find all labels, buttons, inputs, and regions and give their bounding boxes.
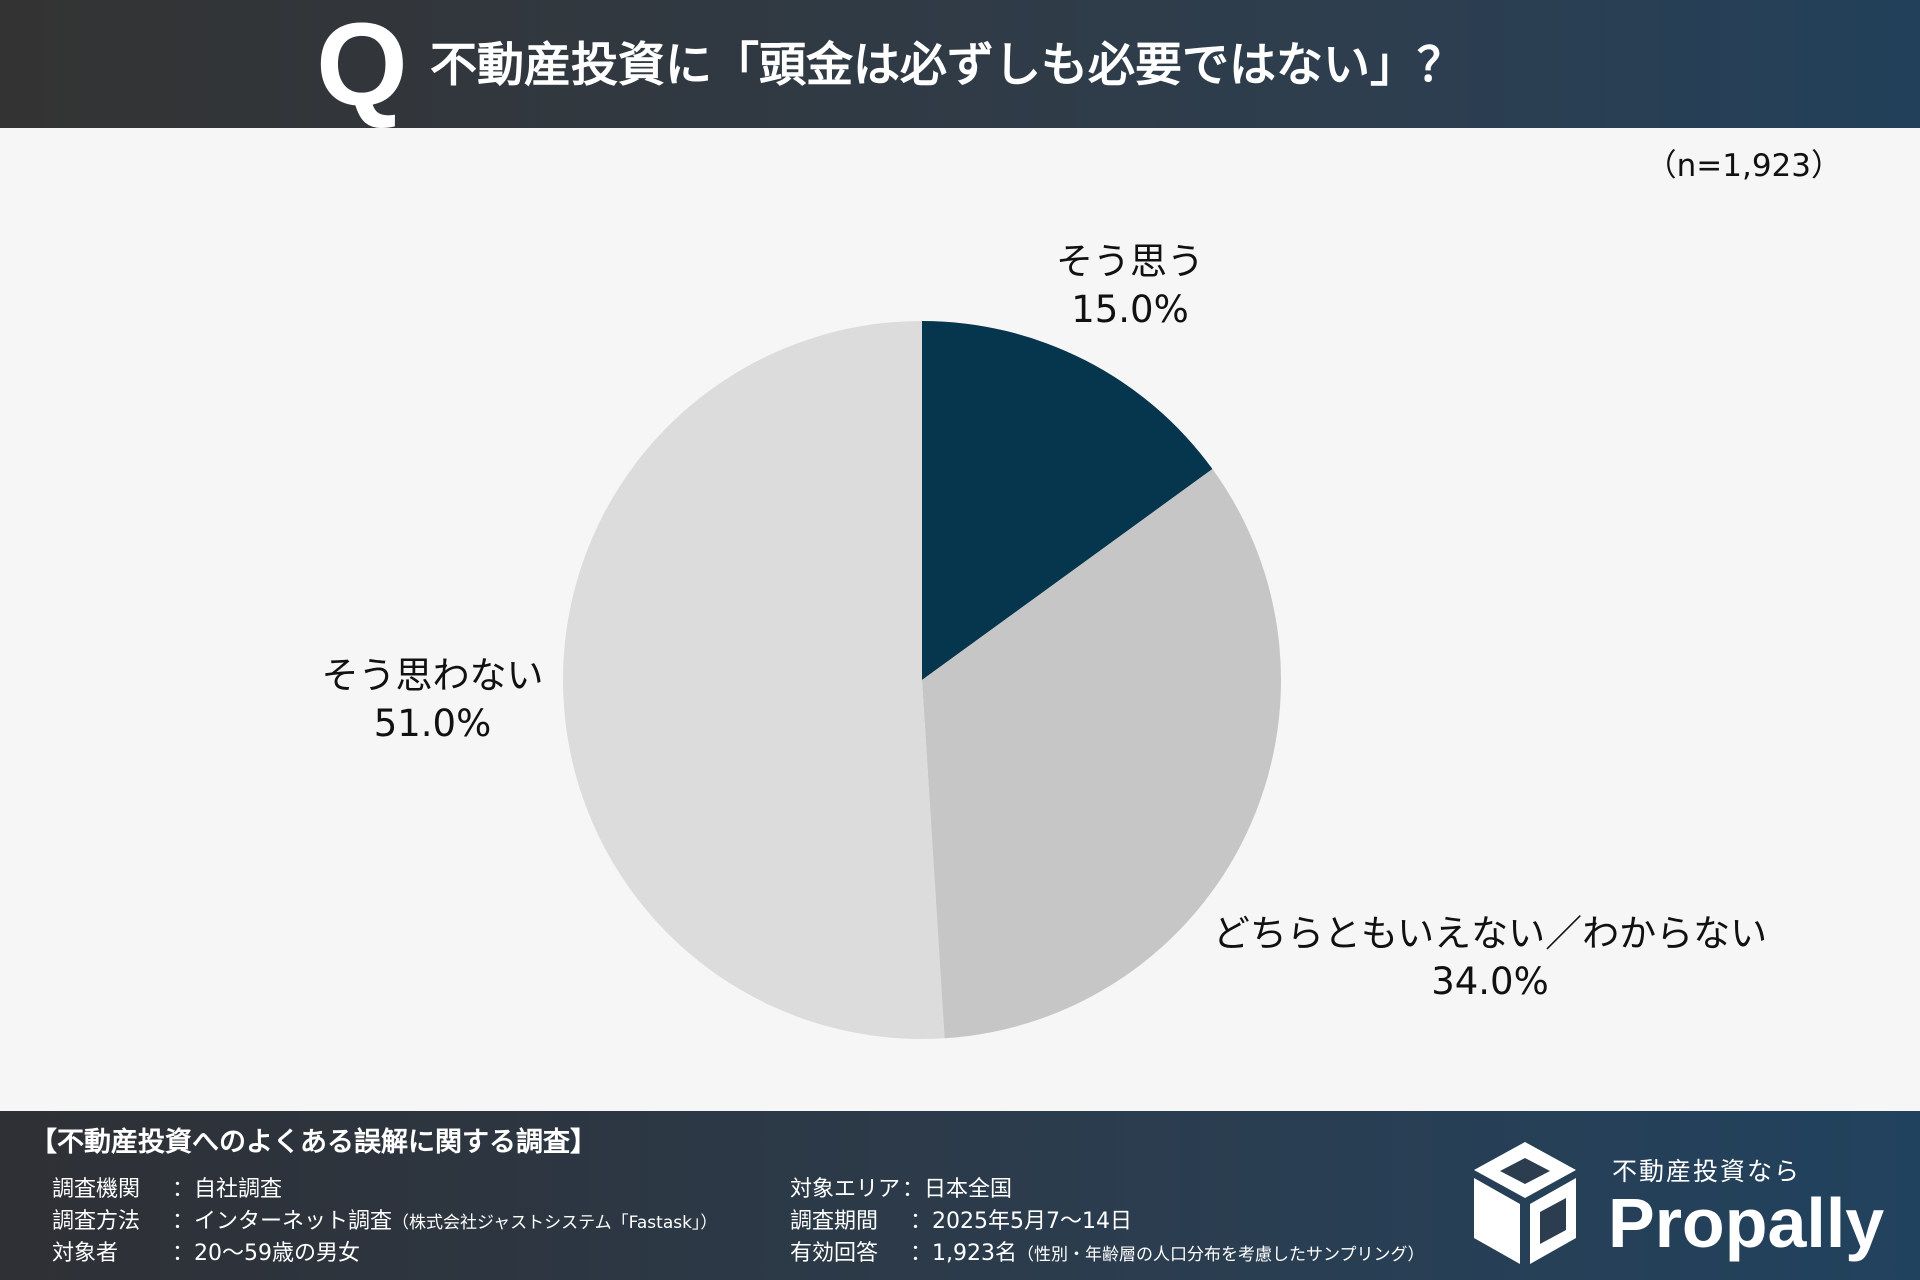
propally-logo-icon <box>1474 1142 1576 1264</box>
info-value: ：20〜59歳の男女 <box>172 1241 360 1266</box>
info-note: （性別・年齢層の人口分布を考慮したサンプリング） <box>1016 1245 1425 1265</box>
pie-slice-disagree <box>562 321 945 1039</box>
info-row-target: 対象者 ：20〜59歳の男女 <box>52 1239 360 1270</box>
slice-label-disagree: そう思わない 51.0% <box>300 652 565 748</box>
info-key: 調査方法 <box>52 1209 141 1234</box>
info-value: ：日本全国 <box>902 1177 1013 1202</box>
logo-tagline: 不動産投資なら <box>1612 1157 1802 1186</box>
info-note: （株式会社ジャストシステム「Fastask」） <box>392 1213 718 1233</box>
slice-label-neutral: どちらともいえない／わからない 34.0% <box>1200 910 1780 1006</box>
slice-value-neutral: 34.0% <box>1431 960 1549 1003</box>
info-row-agency: 調査機関 ：自社調査 <box>52 1175 282 1206</box>
info-key: 調査期間 <box>790 1209 879 1234</box>
info-key: 有効回答 <box>790 1241 879 1266</box>
slice-label-agree: そう思う 15.0% <box>1030 238 1230 334</box>
pie-slice-agree <box>922 321 1213 680</box>
footer-panel: 【不動産投資へのよくある誤解に関する調査】 調査機関 ：自社調査 調査方法 ：インタ… <box>0 1111 1920 1280</box>
header-banner: Q 不動産投資に「頭金は必ずしも必要ではない」？ <box>0 0 1920 128</box>
info-value: ：インターネット調査 <box>172 1209 393 1234</box>
info-row-area: 対象エリア：日本全国 <box>790 1175 1012 1206</box>
info-key: 調査機関 <box>52 1177 141 1202</box>
slice-category-neutral: どちらともいえない／わからない <box>1212 912 1768 955</box>
survey-title: 【不動産投資へのよくある誤解に関する調査】 <box>30 1127 597 1158</box>
info-value: ：1,923名 <box>910 1241 1017 1266</box>
sample-size: （n=1,923） <box>1645 148 1842 184</box>
slice-value-disagree: 51.0% <box>373 702 492 745</box>
slice-category-agree: そう思う <box>1056 240 1204 283</box>
slice-value-agree: 15.0% <box>1071 288 1189 331</box>
info-value: ：2025年5月7〜14日 <box>910 1209 1132 1234</box>
slice-category-disagree: そう思わない <box>321 654 544 697</box>
q-mark: Q <box>316 0 408 131</box>
info-key: 対象者 <box>52 1241 119 1266</box>
pie-slice-neutral <box>922 468 1281 1039</box>
question-title: 不動産投資に「頭金は必ずしも必要ではない」？ <box>430 38 1464 93</box>
logo-name: Propally <box>1608 1184 1885 1262</box>
info-row-responses: 有効回答 ：1,923名（性別・年齢層の人口分布を考慮したサンプリング） <box>790 1239 1424 1270</box>
info-row-period: 調査期間 ：2025年5月7〜14日 <box>790 1207 1132 1238</box>
info-key: 対象エリア <box>790 1177 901 1202</box>
info-value: ：自社調査 <box>172 1177 283 1202</box>
info-row-method: 調査方法 ：インターネット調査（株式会社ジャストシステム「Fastask」） <box>52 1207 717 1238</box>
